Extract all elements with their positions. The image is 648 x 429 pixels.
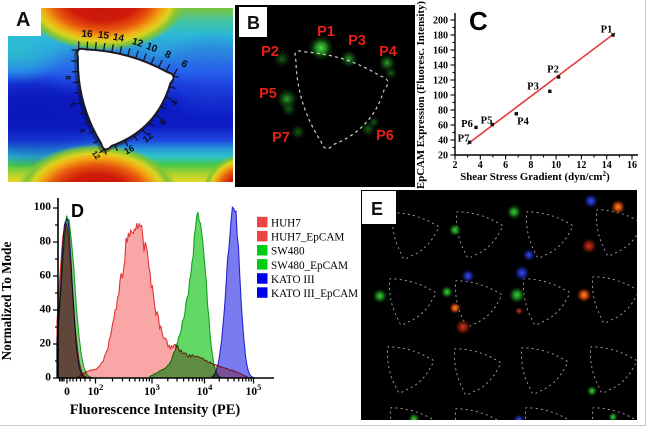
svg-text:P1: P1 [317,24,335,40]
svg-text:6: 6 [68,102,78,108]
svg-text:160: 160 [433,46,448,57]
svg-text:40: 40 [40,304,52,316]
svg-text:P7: P7 [458,134,470,145]
svg-text:4: 4 [77,127,87,135]
svg-text:20: 20 [438,151,448,162]
svg-text:10: 10 [144,41,159,56]
svg-text:4: 4 [169,98,180,107]
svg-text:10: 10 [551,160,561,171]
svg-text:EpCAM Expression (Fluoresc. In: EpCAM Expression (Fluoresc. Intensity) [415,1,427,189]
svg-text:15: 15 [97,30,110,42]
svg-text:HUH7: HUH7 [271,218,301,230]
svg-text:16: 16 [627,160,637,171]
svg-text:80: 80 [40,235,52,247]
svg-text:HUH7_EpCAM: HUH7_EpCAM [271,232,344,244]
svg-text:60: 60 [438,121,448,132]
svg-text:P3: P3 [348,33,366,49]
svg-text:Fluorescence Intensity (PE): Fluorescence Intensity (PE) [70,402,241,418]
svg-text:105: 105 [246,382,262,398]
svg-text:0: 0 [45,372,51,384]
svg-text:8: 8 [163,49,173,62]
svg-text:SW480: SW480 [271,246,305,258]
svg-text:102: 102 [88,382,104,398]
svg-text:80: 80 [438,106,448,117]
svg-text:P7: P7 [272,130,290,146]
svg-text:P1: P1 [601,25,613,36]
svg-text:SW480_EpCAM: SW480_EpCAM [271,260,348,272]
svg-text:Shear Stress Gradient (dyn/cm2: Shear Stress Gradient (dyn/cm2) [460,169,610,183]
svg-text:P2: P2 [261,44,279,60]
svg-text:6: 6 [179,58,190,71]
svg-text:103: 103 [144,382,160,398]
svg-text:12: 12 [90,149,102,161]
svg-text:12: 12 [130,36,144,50]
svg-text:12: 12 [576,160,586,171]
svg-text:2: 2 [453,160,458,171]
svg-text:40: 40 [438,136,448,147]
svg-text:60: 60 [40,269,52,281]
svg-text:KATO III: KATO III [271,274,315,286]
svg-text:180: 180 [433,31,448,42]
svg-text:D: D [71,201,84,221]
svg-text:P5: P5 [481,116,493,127]
svg-text:20: 20 [40,338,52,350]
svg-text:12: 12 [141,130,155,144]
svg-text:P6: P6 [376,128,394,144]
svg-text:P4: P4 [379,44,397,60]
svg-text:16: 16 [81,29,93,40]
svg-text:14: 14 [602,160,612,171]
svg-text:P4: P4 [517,117,529,128]
svg-text:P6: P6 [461,119,473,130]
svg-text:200: 200 [433,16,448,27]
svg-text:P5: P5 [259,86,277,102]
svg-text:100: 100 [34,201,52,213]
svg-text:14: 14 [112,32,125,45]
svg-text:C: C [469,6,488,36]
svg-text:120: 120 [433,76,448,87]
svg-text:6: 6 [503,160,508,171]
svg-text:16: 16 [122,143,135,156]
svg-text:KATO III_EpCAM: KATO III_EpCAM [271,288,358,300]
svg-text:0: 0 [64,386,70,398]
svg-text:P3: P3 [527,82,539,93]
svg-text:Normalized To Mode: Normalized To Mode [0,242,14,361]
svg-text:8: 8 [528,160,533,171]
svg-text:104: 104 [197,382,214,398]
svg-text:4: 4 [478,160,483,171]
svg-text:P2: P2 [547,65,559,76]
svg-text:140: 140 [433,61,448,72]
svg-text:8: 8 [64,75,73,80]
svg-text:100: 100 [433,91,448,102]
svg-text:8: 8 [157,117,168,127]
